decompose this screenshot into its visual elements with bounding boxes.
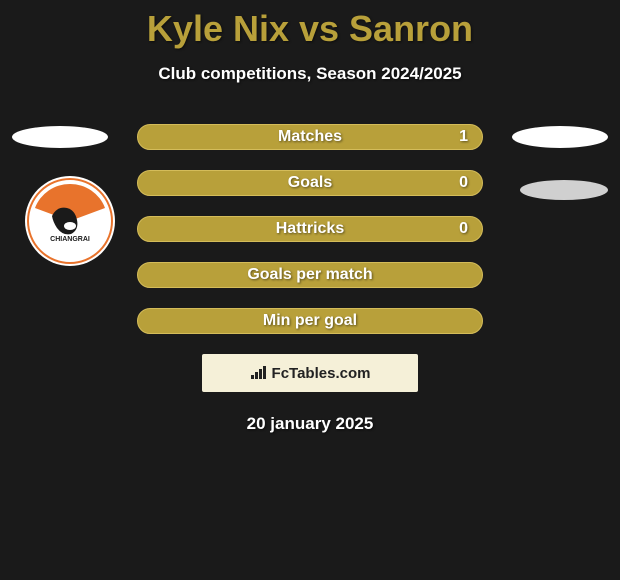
player-badge-left-1 [12, 126, 108, 148]
stat-label: Goals [288, 174, 332, 192]
stat-value: 1 [459, 128, 468, 146]
stat-row-min-per-goal: Min per goal [137, 308, 483, 334]
stat-label: Matches [278, 128, 342, 146]
club-badge-text: CHIANGRAI [50, 236, 90, 243]
page-subtitle: Club competitions, Season 2024/2025 [0, 64, 620, 84]
stat-row-goals: Goals 0 [137, 170, 483, 196]
stat-value: 0 [459, 220, 468, 238]
stat-label: Min per goal [263, 312, 357, 330]
brand-badge[interactable]: FcTables.com [202, 354, 418, 392]
club-crest-icon: CHIANGRAI [27, 178, 113, 264]
brand-text: FcTables.com [272, 365, 371, 382]
stat-row-goals-per-match: Goals per match [137, 262, 483, 288]
page-title: Kyle Nix vs Sanron [0, 0, 620, 50]
player-badge-right-2 [520, 180, 608, 200]
club-logo-left: CHIANGRAI [25, 176, 115, 266]
player-badge-right-1 [512, 126, 608, 148]
stat-row-hattricks: Hattricks 0 [137, 216, 483, 242]
date-label: 20 january 2025 [0, 414, 620, 434]
chart-icon [250, 366, 268, 380]
stat-label: Goals per match [247, 266, 372, 284]
stat-label: Hattricks [276, 220, 344, 238]
stat-row-matches: Matches 1 [137, 124, 483, 150]
stat-value: 0 [459, 174, 468, 192]
